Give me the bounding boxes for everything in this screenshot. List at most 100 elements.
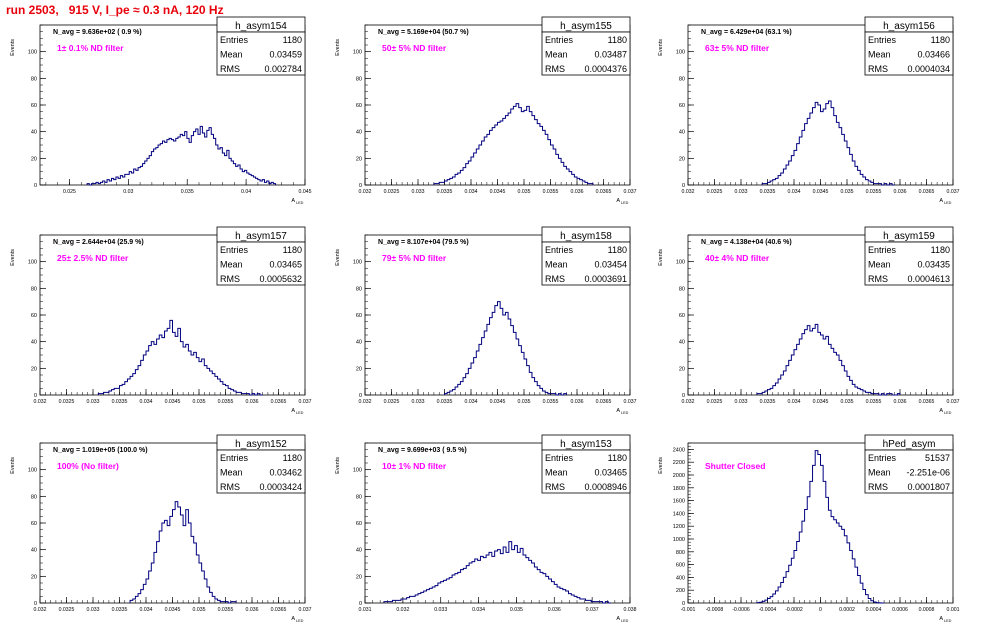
- x-tick-label: 0.034: [465, 399, 478, 405]
- stat-value: 0.0004376: [584, 64, 627, 74]
- x-tick-label: 0.032: [682, 399, 695, 405]
- x-tick-label: 0.0325: [707, 399, 723, 405]
- y-tick-label: 100: [353, 468, 362, 474]
- stat-label: RMS: [220, 482, 240, 492]
- annotation-label: 50± 5% ND filter: [382, 43, 447, 53]
- annotation-label: 40± 4% ND filter: [705, 253, 770, 263]
- panel-h_asym153: 0 20 40 60 80 100 0.031 0.032 0.033 0.034 0.035 0.0…: [335, 434, 637, 622]
- stat-value: 1180: [608, 245, 627, 255]
- y-tick-label: 1000: [673, 537, 685, 543]
- stat-label: Mean: [545, 468, 568, 478]
- stat-label: RMS: [868, 482, 888, 492]
- navg-label: N_avg = 2.644e+04 (25.9 %): [53, 239, 144, 246]
- x-tick-label: -0.001: [681, 607, 696, 613]
- histogram-h_asym158: [444, 301, 567, 396]
- x-tick-label: 0.0325: [384, 189, 400, 195]
- stat-label: RMS: [868, 64, 888, 74]
- stat-label: Entries: [868, 453, 897, 463]
- stat-box-h_asym152: h_asym152 Entries 1180 Mean 0.03462 RMS 0.0003…: [216, 434, 306, 494]
- x-tick-label: 0.0365: [596, 189, 612, 195]
- y-tick-label: 40: [356, 548, 362, 554]
- panel-h_asym158: 0 20 40 60 80 100 0.032 0.0325 0.033 0.0335 0.034 0…: [335, 226, 637, 415]
- stat-box-title: hPed_asym: [883, 439, 936, 450]
- x-tick-label: 0.0335: [112, 607, 128, 613]
- x-tick-label: 0.0002: [839, 607, 855, 613]
- navg-label: N_avg = 4.138e+04 (40.6 %): [701, 239, 792, 246]
- x-tick-label: 0.032: [682, 189, 695, 195]
- stat-box-title: h_asym153: [560, 439, 612, 450]
- x-tick-label: 0.034: [788, 189, 801, 195]
- x-tick-label: 0.032: [34, 607, 47, 613]
- x-tick-label: 0.0335: [112, 399, 128, 405]
- x-axis-label: A: [939, 198, 943, 204]
- stat-label: RMS: [220, 64, 240, 74]
- y-tick-label: 20: [31, 574, 37, 580]
- stat-label: Entries: [545, 35, 574, 45]
- stat-value: 0.03462: [269, 468, 302, 478]
- y-tick-label: 0: [682, 183, 685, 189]
- y-tick-label: 0: [34, 393, 37, 399]
- x-tick-label: 0.0335: [437, 399, 453, 405]
- annotation-label: 63± 5% ND filter: [705, 43, 770, 53]
- y-tick-label: 20: [356, 574, 362, 580]
- x-tick-label: 0.034: [472, 607, 485, 613]
- panel-hPed_asym: 0 200 400 600 800 1000 1200 1400 1600 1800 2000 220…: [658, 434, 960, 622]
- y-tick-label: 60: [679, 103, 685, 109]
- x-axis-label: A: [616, 408, 620, 414]
- x-axis-label: A: [939, 408, 943, 414]
- stat-value: 1180: [283, 35, 302, 45]
- stat-label: RMS: [545, 64, 565, 74]
- x-tick-label: 0.037: [624, 399, 637, 405]
- x-axis-label-sub: LED: [944, 201, 952, 205]
- stat-value: 0.03454: [594, 260, 627, 270]
- navg-label: N_avg = 9.699e+03 ( 9.5 %): [378, 447, 467, 454]
- x-tick-label: 0.033: [412, 189, 425, 195]
- x-tick-label: 0.0355: [866, 189, 882, 195]
- y-tick-label: 20: [679, 156, 685, 162]
- stat-value: 0.0008946: [584, 482, 627, 492]
- x-axis-label-sub: LED: [296, 619, 304, 622]
- x-tick-label: 0.03: [123, 189, 133, 195]
- run-title: run 2503, 915 V, I_pe ≈ 0.3 nA, 120 Hz: [6, 3, 224, 17]
- stat-box-title: h_asym155: [560, 21, 612, 32]
- x-tick-label: 0.036: [548, 607, 561, 613]
- stat-label: Entries: [545, 245, 574, 255]
- x-tick-label: 0.032: [359, 399, 372, 405]
- stat-box-body-frame: [216, 449, 306, 494]
- x-tick-label: 0.036: [246, 399, 259, 405]
- x-tick-label: 0.0325: [59, 399, 75, 405]
- x-tick-label: 0.0345: [165, 399, 181, 405]
- y-tick-label: 60: [31, 103, 37, 109]
- y-axis-label: Events: [335, 39, 341, 56]
- y-tick-label: 600: [676, 563, 685, 569]
- x-tick-label: 0.034: [788, 399, 801, 405]
- stat-value: 1180: [931, 35, 950, 45]
- x-tick-label: -0.0008: [706, 607, 724, 613]
- x-tick-label: 0.0365: [919, 399, 935, 405]
- y-tick-label: 100: [676, 260, 685, 266]
- stat-value: 1180: [931, 245, 950, 255]
- y-axis-label: Events: [658, 39, 664, 56]
- x-tick-label: 0.035: [510, 607, 523, 613]
- y-tick-label: 80: [31, 286, 37, 292]
- x-tick-label: 0.035: [181, 189, 194, 195]
- x-tick-label: 0.033: [412, 399, 425, 405]
- x-axis-label-sub: LED: [296, 411, 304, 415]
- stat-value: 1180: [608, 453, 627, 463]
- annotation-label: 100% (No filter): [57, 461, 119, 471]
- stat-box-title: h_asym152: [235, 439, 287, 450]
- x-tick-label: 0.036: [894, 189, 907, 195]
- x-tick-label: 0.0006: [892, 607, 908, 613]
- x-tick-label: 0.0365: [271, 607, 287, 613]
- x-axis-label-sub: LED: [944, 619, 952, 622]
- navg-label: N_avg = 8.107e+04 (79.5 %): [378, 239, 469, 246]
- x-tick-label: 0.038: [624, 607, 637, 613]
- stat-box-hPed_asym: hPed_asym Entries 51537 Mean -2.251e-06 RMS 0.…: [864, 434, 954, 494]
- x-tick-label: -0.0002: [785, 607, 803, 613]
- stat-value: 0.03487: [594, 50, 627, 60]
- x-tick-label: 0.033: [735, 399, 748, 405]
- stat-box-title: h_asym154: [235, 21, 287, 32]
- x-tick-label: 0.037: [624, 189, 637, 195]
- histogram-h_asym159: [756, 323, 901, 396]
- stat-box-body-frame: [541, 241, 631, 286]
